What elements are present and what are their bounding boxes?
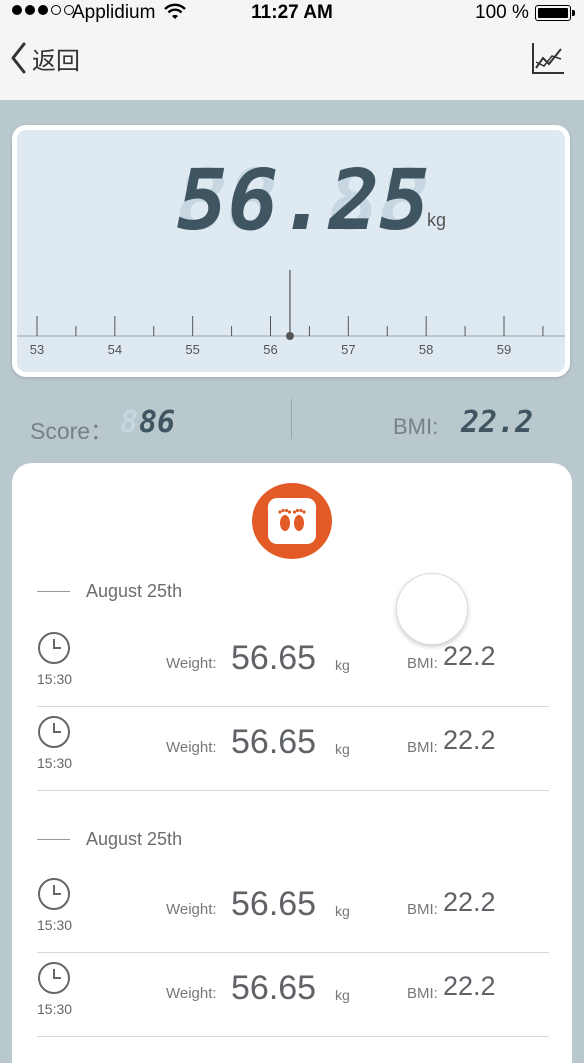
group-date: August 25th [86, 580, 183, 601]
current-weight: 56.25 [177, 151, 430, 249]
weight-label: Weight: [166, 985, 217, 1002]
weight-ruler[interactable]: 53 54 55 56 57 58 59 [17, 270, 565, 360]
ruler-tick-label: 55 [185, 342, 199, 357]
record-bmi-label: BMI: [407, 901, 438, 918]
record-weight-unit: kg [335, 903, 350, 919]
record-weight: 56.65 [231, 969, 317, 1007]
record-weight-unit: kg [335, 987, 350, 1003]
row-divider [37, 1036, 549, 1037]
signal-strength-icon [12, 5, 74, 15]
score-label: Score： [30, 418, 114, 444]
row-divider [37, 952, 549, 953]
record-bmi: 22.2 [443, 887, 496, 917]
record-weight: 56.65 [231, 723, 317, 761]
record-bmi: 22.2 [443, 725, 496, 755]
back-label: 返回 [32, 47, 80, 75]
battery-percent: 100 % [475, 2, 529, 23]
history-record[interactable]: 15:30 Weight: 56.65 kg BMI: 22.2 [37, 953, 549, 1037]
record-bmi: 22.2 [443, 641, 496, 671]
record-bmi-label: BMI: [407, 655, 438, 672]
history-group-header: August 25th [37, 827, 182, 851]
bmi-label: BMI: [393, 414, 439, 439]
top-bar: Applidium 11:27 AM 100 % 返回 [0, 0, 584, 100]
lcd-ghost-digits: 88.88 [177, 151, 430, 249]
clock-icon [38, 716, 70, 748]
ruler-pointer-dot [285, 332, 294, 340]
line-chart-icon [532, 43, 564, 74]
record-weight: 56.65 [231, 639, 317, 677]
ruler-tick-label: 59 [497, 342, 511, 357]
measure-button[interactable] [252, 483, 332, 559]
record-bmi: 22.2 [443, 971, 496, 1001]
history-card: August 25th 15:30 Weight: 56.65 kg BMI: … [12, 463, 572, 1063]
floating-assistive-button[interactable] [396, 573, 468, 645]
weight-label: Weight: [166, 739, 217, 756]
weight-display-panel: 88.88 56.25 kg 53 54 55 56 57 58 59 [12, 125, 570, 377]
wifi-icon [164, 3, 186, 27]
score-ghost-digit: 8 [120, 405, 139, 440]
record-weight-unit: kg [335, 741, 350, 757]
weight-label: Weight: [166, 901, 217, 918]
history-record[interactable]: 15:30 Weight: 56.65 kg BMI: 22.2 [37, 707, 549, 791]
carrier-name: Applidium [72, 2, 156, 23]
score-value: 86 [139, 405, 176, 440]
ruler-tick-label: 58 [419, 342, 433, 357]
record-bmi-label: BMI: [407, 739, 438, 756]
ruler-tick-label: 57 [341, 342, 355, 357]
bmi-value: 22.2 [461, 405, 534, 440]
record-time: 15:30 [37, 671, 73, 687]
ruler-tick-label: 53 [30, 342, 44, 357]
clock-icon [38, 632, 70, 664]
history-group-header: August 25th [37, 579, 182, 603]
history-record[interactable]: 15:30 Weight: 56.65 kg BMI: 22.2 [37, 623, 549, 707]
weight-unit: kg [427, 210, 447, 230]
ruler-tick-label: 54 [108, 342, 122, 357]
ruler-tick-label: 56 [263, 342, 277, 357]
record-time: 15:30 [37, 1001, 73, 1017]
summary-divider [291, 399, 292, 439]
chevron-left-icon [11, 42, 26, 74]
clock-icon [38, 878, 70, 910]
feet-icon [278, 508, 306, 531]
record-time: 15:30 [37, 755, 73, 771]
record-weight: 56.65 [231, 885, 317, 923]
back-button[interactable]: 返回 [10, 38, 80, 78]
weight-label: Weight: [166, 655, 217, 672]
clock-icon [38, 962, 70, 994]
record-weight-unit: kg [335, 657, 350, 673]
battery-icon [535, 5, 575, 21]
history-record[interactable]: 15:30 Weight: 56.65 kg BMI: 22.2 [37, 869, 549, 953]
row-divider [37, 790, 549, 791]
status-bar: Applidium 11:27 AM 100 % [0, 0, 584, 28]
row-divider [37, 706, 549, 707]
record-bmi-label: BMI: [407, 985, 438, 1002]
group-date: August 25th [86, 828, 183, 849]
trend-chart-button[interactable] [530, 40, 566, 76]
record-time: 15:30 [37, 917, 73, 933]
status-time: 11:27 AM [251, 2, 333, 23]
